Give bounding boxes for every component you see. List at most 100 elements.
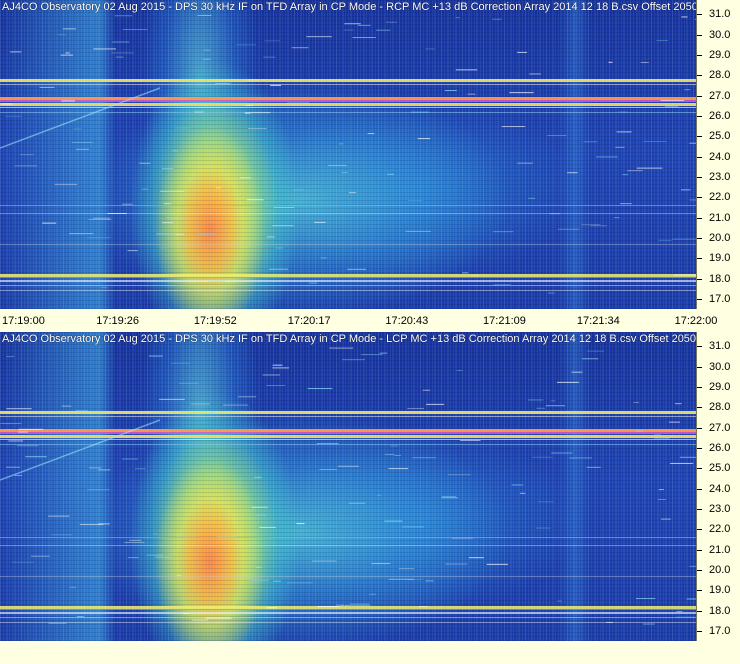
speckle	[122, 203, 133, 205]
speckle	[447, 474, 471, 476]
speckle	[48, 515, 70, 517]
speckle	[587, 350, 604, 352]
speckle	[203, 49, 211, 51]
interference-band	[0, 622, 696, 623]
speckle	[653, 438, 670, 440]
speckle	[71, 141, 93, 143]
speckle	[68, 233, 94, 235]
interference-band	[0, 439, 696, 440]
speckle	[174, 127, 190, 129]
y-tick-label: 20.0	[709, 563, 731, 576]
y-tick-label: 19.0	[709, 252, 731, 265]
y-tick-label: 19.0	[709, 584, 731, 597]
speckle	[236, 44, 256, 46]
speckle	[139, 162, 151, 164]
speckle	[368, 593, 377, 595]
speckle	[567, 172, 578, 174]
speckle	[536, 407, 546, 409]
speckle	[266, 236, 275, 238]
diagonal-streak	[0, 87, 161, 149]
y-tick	[697, 176, 702, 178]
speckle	[345, 604, 371, 606]
speckle	[384, 520, 403, 522]
speckle	[361, 354, 383, 356]
speckle	[93, 48, 116, 50]
x-tick-label: 17:19:00	[2, 315, 45, 327]
y-tick	[697, 258, 702, 260]
speckle	[263, 56, 276, 58]
speckle	[615, 146, 625, 148]
speckle	[8, 440, 24, 442]
speckle	[275, 247, 284, 249]
speckle	[633, 401, 639, 403]
y-tick-label: 26.0	[709, 109, 731, 122]
speckle	[654, 434, 661, 436]
spectrogram-noise	[0, 0, 696, 309]
speckle	[320, 257, 327, 259]
speckle	[191, 403, 210, 405]
speckle	[329, 347, 354, 349]
speckle	[251, 506, 268, 508]
speckle	[264, 40, 281, 42]
speckle	[101, 287, 108, 289]
speckle	[87, 489, 110, 491]
speckle	[203, 58, 211, 60]
interference-band	[0, 285, 696, 286]
speckle	[635, 597, 656, 599]
speckle	[65, 52, 70, 54]
speckle	[618, 111, 628, 113]
speckle	[425, 580, 434, 582]
interference-band	[0, 213, 696, 214]
interference-band	[0, 609, 696, 610]
speckle	[348, 502, 366, 504]
speckle	[408, 200, 423, 202]
y-tick	[697, 278, 702, 280]
y-tick	[697, 529, 702, 531]
interference-band	[0, 100, 696, 102]
speckle	[60, 54, 73, 56]
speckle	[340, 605, 348, 607]
speckle	[388, 468, 409, 470]
speckle	[657, 499, 666, 501]
speckle	[161, 168, 174, 170]
speckle	[529, 73, 541, 75]
diagonal-streak	[0, 419, 161, 481]
speckle	[152, 533, 158, 535]
speckle	[272, 364, 283, 366]
y-tick-label: 24.0	[709, 150, 731, 163]
speckle	[398, 568, 415, 570]
speckle	[127, 250, 138, 252]
y-tick	[697, 488, 702, 490]
y-tick	[697, 366, 702, 368]
y-tick-label: 24.0	[709, 482, 731, 495]
y-tick	[697, 590, 702, 592]
speckle	[124, 542, 145, 544]
interference-band	[0, 606, 696, 609]
speckle	[338, 465, 359, 467]
y-tick	[697, 298, 702, 300]
x-tick-label: 17:21:34	[576, 315, 620, 327]
interference-band	[0, 79, 696, 82]
speckle	[48, 622, 67, 624]
y-tick-label: 25.0	[709, 130, 731, 143]
speckle	[606, 621, 613, 623]
speckle	[635, 430, 644, 432]
speckle	[246, 199, 264, 201]
speckle	[72, 128, 82, 130]
speckle	[39, 86, 55, 88]
speckle	[207, 280, 226, 282]
speckle	[367, 133, 375, 135]
speckle	[259, 526, 276, 528]
y-tick-label: 17.0	[709, 292, 731, 305]
speckle	[1, 103, 13, 105]
speckle	[272, 367, 289, 369]
speckle	[51, 534, 73, 536]
y-tick	[697, 217, 702, 219]
speckle	[244, 112, 271, 114]
speckle	[664, 105, 679, 107]
speckle	[18, 428, 44, 430]
y-tick	[697, 136, 702, 138]
speckle	[385, 453, 395, 455]
speckle	[418, 606, 428, 608]
speckle	[248, 128, 267, 130]
